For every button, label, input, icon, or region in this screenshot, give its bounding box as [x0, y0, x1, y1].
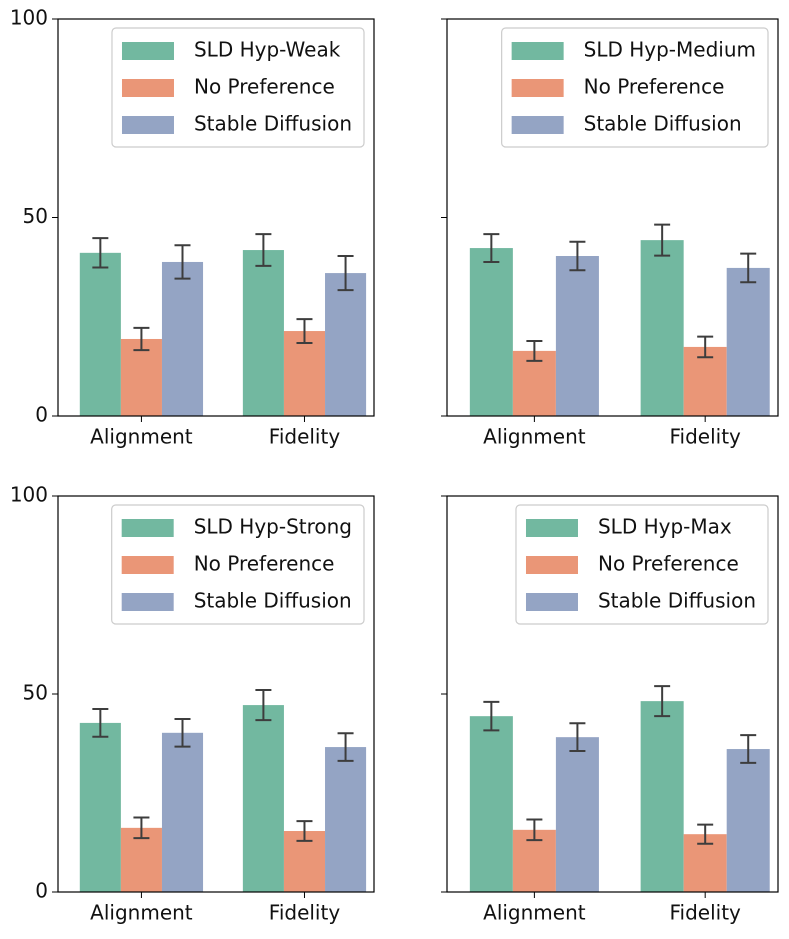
y-tick-label: 0	[35, 403, 48, 427]
legend-label: Stable Diffusion	[194, 112, 352, 136]
x-tick-label: Alignment	[483, 901, 586, 925]
axes-frame	[57, 495, 375, 893]
legend-swatch	[121, 42, 174, 60]
legend-label: No Preference	[194, 552, 335, 576]
bar	[242, 250, 284, 416]
y-tick-label: 100	[10, 483, 48, 507]
legend-label: Stable Diffusion	[194, 589, 352, 613]
legend-box	[111, 27, 365, 148]
legend-swatch	[525, 556, 578, 574]
legend-label: SLD Hyp-Strong	[194, 515, 352, 539]
legend-label: SLD Hyp-Max	[598, 515, 732, 539]
legend-swatch	[121, 79, 174, 97]
legend-swatch	[511, 116, 564, 134]
bar	[469, 716, 513, 892]
x-tick-label: Alignment	[483, 425, 586, 449]
bar	[242, 705, 284, 892]
legend-swatch	[525, 519, 578, 537]
legend-label: No Preference	[598, 552, 739, 576]
legend-swatch	[525, 593, 578, 611]
legend-swatch	[511, 79, 564, 97]
x-tick-label: Fidelity	[269, 425, 341, 449]
bar	[683, 346, 727, 416]
legend-label: SLD Hyp-Weak	[194, 38, 341, 62]
bar	[79, 722, 121, 892]
x-tick-label: Alignment	[90, 425, 193, 449]
legend-label: No Preference	[584, 75, 725, 99]
bar	[325, 273, 367, 416]
bar	[79, 252, 121, 416]
y-tick-label: 0	[35, 879, 48, 903]
x-tick-label: Fidelity	[669, 901, 741, 925]
bar	[161, 261, 204, 416]
y-tick-label: 100	[10, 6, 48, 30]
bar	[283, 331, 326, 416]
axes-frame	[446, 495, 779, 893]
x-tick-label: Fidelity	[669, 425, 741, 449]
legend-label: Stable Diffusion	[584, 112, 742, 136]
legend-swatch	[121, 556, 174, 574]
legend-label: No Preference	[194, 75, 335, 99]
legend-swatch	[511, 42, 564, 60]
y-tick-label: 50	[23, 681, 48, 705]
legend-swatch	[121, 593, 174, 611]
y-tick-label: 50	[23, 204, 48, 228]
bar	[726, 267, 770, 416]
bar	[120, 338, 162, 416]
bar	[640, 240, 684, 416]
bar	[640, 701, 684, 892]
legend-box	[515, 504, 769, 625]
bar	[469, 248, 513, 416]
legend-label: SLD Hyp-Medium	[584, 38, 756, 62]
axes-frame	[446, 18, 779, 417]
bar	[161, 732, 204, 892]
legend-swatch	[121, 519, 174, 537]
bar	[726, 749, 770, 892]
legend-swatch	[121, 116, 174, 134]
legend-box	[111, 504, 365, 625]
axes-frame	[57, 18, 375, 417]
bar	[325, 747, 367, 892]
x-tick-label: Alignment	[90, 901, 193, 925]
legend-box	[501, 27, 769, 148]
bar	[555, 737, 599, 892]
x-tick-label: Fidelity	[269, 901, 341, 925]
bar	[555, 256, 599, 416]
legend-label: Stable Diffusion	[598, 589, 756, 613]
